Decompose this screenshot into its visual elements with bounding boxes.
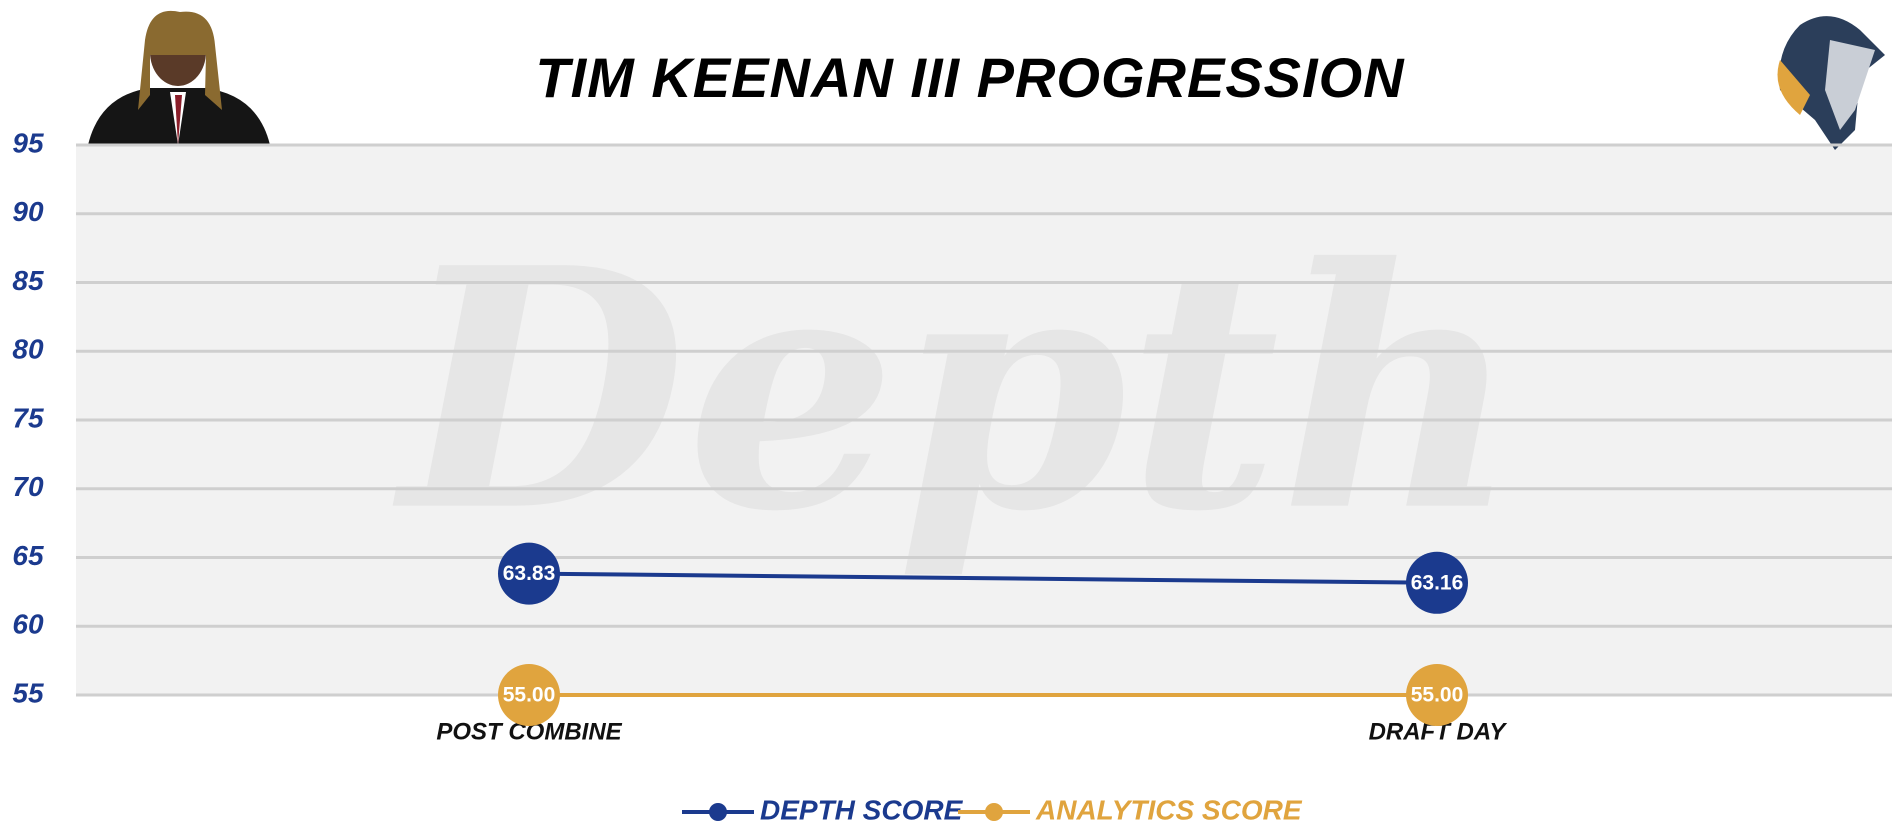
data-label: 63.16 <box>1411 571 1464 594</box>
chart-title: TIM KEENAN III PROGRESSION <box>535 46 1405 109</box>
series-line <box>528 571 1438 585</box>
data-point <box>498 664 560 726</box>
y-tick-label: 60 <box>12 609 44 640</box>
watermark: Depth <box>390 196 1520 584</box>
team-logo <box>1777 16 1885 150</box>
data-label: 63.83 <box>503 562 556 585</box>
legend-label: ANALYTICS SCORE <box>1035 794 1303 825</box>
data-point <box>1406 664 1468 726</box>
legend-marker <box>985 803 1003 821</box>
legend-marker <box>709 803 727 821</box>
data-label: 55.00 <box>503 684 556 707</box>
y-tick-label: 65 <box>12 540 44 571</box>
y-tick-label: 95 <box>12 127 44 158</box>
y-tick-label: 90 <box>12 196 44 227</box>
y-tick-label: 80 <box>12 334 44 365</box>
data-label: 55.00 <box>1411 684 1464 707</box>
data-point <box>1406 551 1468 614</box>
y-tick-label: 55 <box>12 677 44 708</box>
y-tick-label: 85 <box>12 265 44 296</box>
legend-label: DEPTH SCORE <box>760 794 964 825</box>
data-point <box>498 542 560 605</box>
player-photo <box>85 5 270 145</box>
y-tick-label: 75 <box>12 402 44 433</box>
y-tick-label: 70 <box>12 471 44 502</box>
